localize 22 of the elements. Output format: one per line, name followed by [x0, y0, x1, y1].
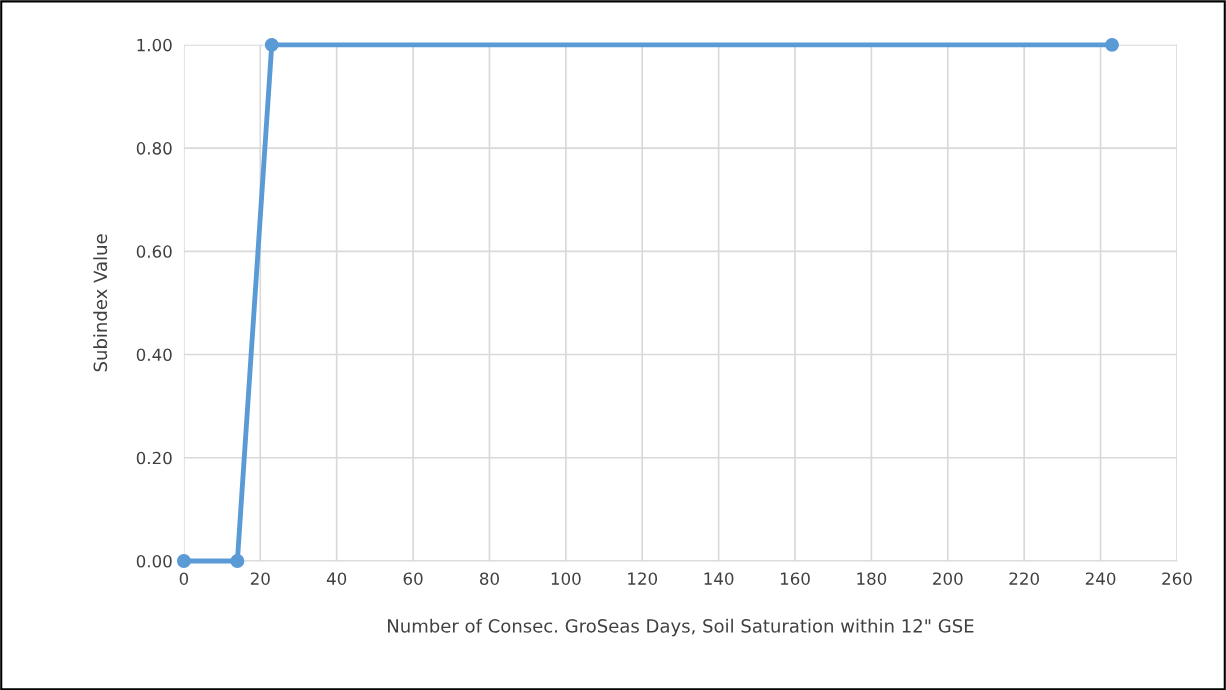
y-tick-label: 0.00 — [136, 554, 172, 568]
x-tick-label: 120 — [628, 572, 658, 585]
y-tick-label: 0.60 — [136, 245, 172, 258]
x-tick-label: 220 — [1009, 572, 1039, 585]
y-tick-label: 1.00 — [137, 38, 172, 52]
x-tick-label: 200 — [933, 572, 963, 585]
x-axis-title: Number of Consec. GroSeas Days, Soil Saturation within 12" GSE — [388, 618, 974, 637]
x-tick-label: 160 — [780, 572, 810, 585]
x-tick-label: 60 — [403, 572, 423, 585]
x-tick-label: 40 — [326, 572, 347, 585]
x-tick-label: 0 — [179, 572, 189, 585]
y-tick-label: 0.20 — [136, 451, 172, 465]
x-tick-label: 260 — [1162, 572, 1192, 585]
y-axis-title: Subindex Value — [93, 234, 108, 372]
y-tick-label: 0.40 — [136, 348, 172, 362]
x-tick-label: 20 — [250, 572, 270, 585]
x-tick-label: 180 — [857, 572, 887, 585]
x-tick-label: 100 — [551, 572, 581, 585]
x-tick-label: 240 — [1085, 572, 1116, 585]
y-tick-label: 0.80 — [136, 142, 172, 155]
x-tick-label: 140 — [704, 572, 734, 585]
x-tick-label: 80 — [479, 572, 499, 585]
